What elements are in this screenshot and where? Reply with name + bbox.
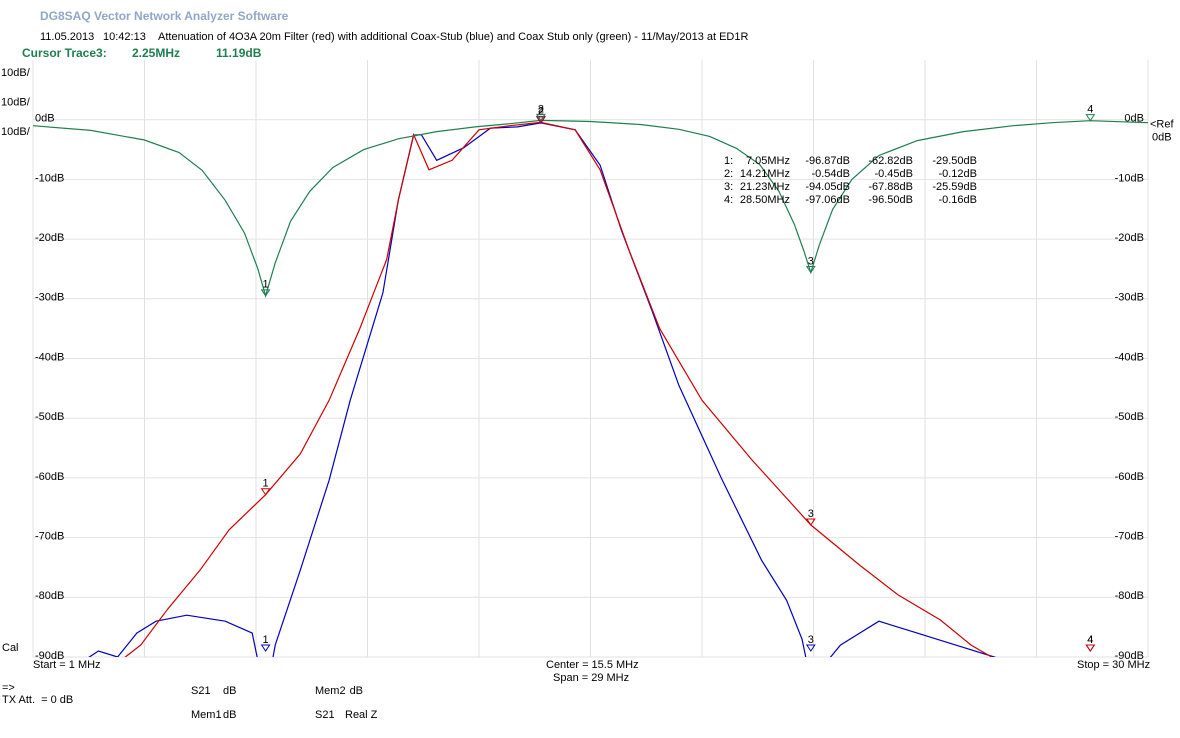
y-tick-label-left: -60dB [35,471,64,483]
center: Center = 15.5 MHz [546,659,639,671]
y-tick-label-left: -70dB [35,531,64,543]
ref-level: 0dB [1152,132,1172,144]
marker-row-level: -29.50dB [932,155,977,167]
marker-id: 2 [538,106,544,118]
marker-triangle [805,518,816,526]
y-tick-label-left: -20dB [35,232,64,244]
marker-row-level: -25.59dB [932,181,977,193]
legend-name: Mem2 [315,685,346,697]
marker-triangle [805,644,816,652]
marker-id: 4 [1087,104,1093,116]
app-title: DG8SAQ Vector Network Analyzer Software [40,9,289,23]
legend-unit: dB [223,685,236,697]
legend-unit: dB [350,685,363,697]
marker-row-level: -97.06dB [805,194,850,206]
marker-row-label: 1: [724,155,733,167]
y-tick-label-right: -80dB [1115,590,1144,602]
y-tick-label-right: -10dB [1115,172,1144,184]
marker-triangle [260,289,271,297]
marker-id: 1 [263,279,269,291]
marker-row-level: -0.45dB [874,168,913,180]
marker-triangle [1085,114,1096,122]
marker-id: 3 [808,508,814,520]
marker-row-level: -94.05dB [805,181,850,193]
ref-label: <Ref [1150,119,1174,131]
marker-row-level: -0.54dB [811,168,850,180]
trace [124,121,993,657]
y-tick-label-left: -40dB [35,351,64,363]
marker-row-level: -67.88dB [868,181,913,193]
marker-row-level: -0.12dB [938,168,977,180]
marker-triangle [260,644,271,652]
marker-row-label: 2: [724,168,733,180]
marker-id: 4 [1087,634,1093,646]
marker-id: 3 [808,255,814,267]
span: Span = 29 MHz [553,672,629,684]
date: 11.05.2013 [40,31,94,43]
tx-att: TX Att. = 0 dB [2,694,73,706]
plot-area [33,119,1148,657]
marker-triangle [260,488,271,496]
marker-triangle [805,265,816,274]
marker-row-freq: 7.05MHz [746,155,790,167]
marker-id: 2 [538,103,544,115]
marker-row-level: -96.87dB [805,155,850,167]
marker-id: 1 [263,634,269,646]
marker-triangle [535,113,546,122]
marker-id: 2 [538,105,544,117]
marker-row-freq: 28.50MHz [740,194,790,206]
y-tick-label-left: 0dB [35,113,55,125]
marker-row-freq: 21.23MHz [740,181,790,193]
scale-label: 10dB/ [1,126,31,138]
y-tick-label-right: -30dB [1115,292,1144,304]
y-tick-label-right: -50dB [1115,411,1144,423]
marker-row-label: 4: [724,194,733,206]
y-tick-label-right: -40dB [1115,351,1144,363]
marker-id: 1 [263,478,269,490]
marker-triangle [1085,644,1096,652]
cursor-level: 11.19dB [216,46,262,60]
cursor-freq: 2.25MHz [132,46,180,60]
start: Start = 1 MHz [33,659,101,671]
marker-id: 4 [1087,634,1093,646]
marker-row-level: -96.50dB [868,194,913,206]
marker-row-level: -0.16dB [938,194,977,206]
time: 10:42:13 [103,31,146,43]
prompt: => [2,682,15,694]
trace [33,119,1148,298]
cal: Cal [2,642,19,654]
y-tick-label-right: -70dB [1115,531,1144,543]
y-tick-label-left: -50dB [35,411,64,423]
cursor-label: Cursor Trace3: [22,46,107,60]
legend-name: S21 [315,709,335,721]
y-tick-label-left: -10dB [35,172,64,184]
marker-row-label: 3: [724,181,733,193]
marker-id: 3 [808,634,814,646]
legend-unit: dB [223,709,236,721]
description: Attenuation of 4O3A 20m Filter (red) wit… [158,31,748,43]
marker-triangle [535,115,546,124]
legend-name: Mem1 [191,709,222,721]
y-tick-label-left: -30dB [35,292,64,304]
legend-unit: Real Z [345,709,378,721]
legend-name: S21 [191,685,211,697]
marker-row-freq: 14.21MHz [740,168,790,180]
y-tick-label-right: -20dB [1115,232,1144,244]
y-tick-label-left: -90dB [35,650,64,662]
scale-label: 10dB/ [1,96,31,108]
marker-row-level: -62.82dB [868,155,913,167]
y-tick-label-right: -60dB [1115,471,1144,483]
y-tick-label-right: -90dB [1115,650,1144,662]
y-tick-label-left: -80dB [35,590,64,602]
stop: Stop = 30 MHz [1077,659,1150,671]
scale-label: 10dB/ [1,67,31,79]
